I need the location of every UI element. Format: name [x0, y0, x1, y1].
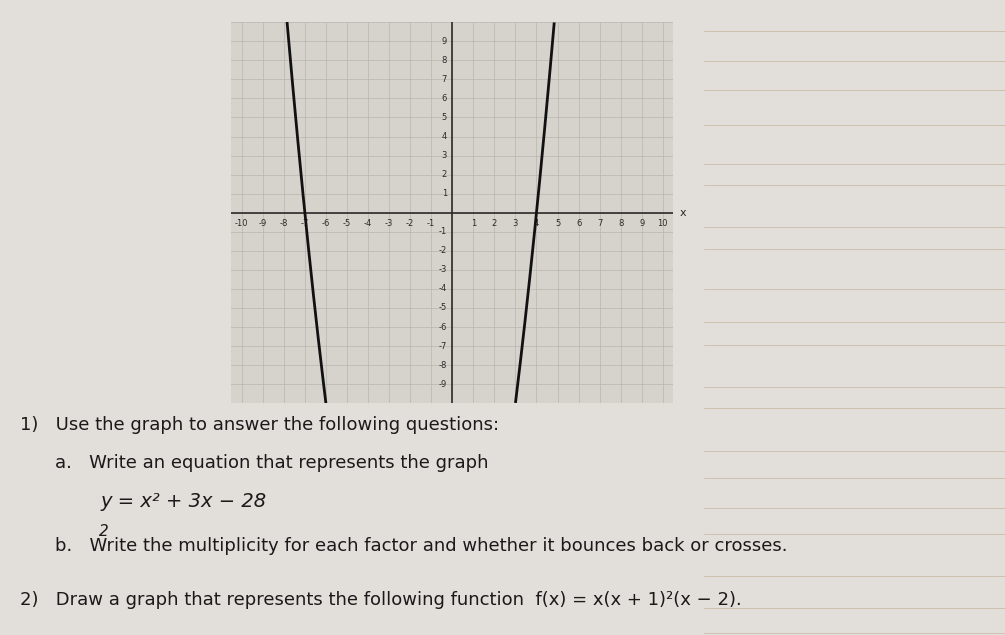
Text: y = x² + 3x − 28: y = x² + 3x − 28 [100, 492, 266, 511]
Text: 2: 2 [442, 170, 447, 179]
Text: -5: -5 [343, 220, 351, 229]
Text: a.   Write an equation that represents the graph: a. Write an equation that represents the… [55, 454, 488, 472]
Text: -9: -9 [439, 380, 447, 389]
Text: -5: -5 [439, 304, 447, 312]
Text: -3: -3 [438, 265, 447, 274]
Text: x: x [679, 208, 686, 218]
Text: 3: 3 [441, 151, 447, 160]
Text: -1: -1 [427, 220, 435, 229]
Text: 5: 5 [555, 220, 560, 229]
Text: -7: -7 [438, 342, 447, 351]
Text: -7: -7 [300, 220, 310, 229]
Text: 10: 10 [657, 220, 668, 229]
Text: -8: -8 [438, 361, 447, 370]
Text: -6: -6 [438, 323, 447, 331]
Text: 2: 2 [98, 524, 109, 539]
Text: 8: 8 [618, 220, 623, 229]
Text: 5: 5 [442, 113, 447, 122]
Text: 9: 9 [639, 220, 644, 229]
Text: -6: -6 [322, 220, 330, 229]
Text: -8: -8 [279, 220, 288, 229]
Text: 6: 6 [576, 220, 581, 229]
Text: 8: 8 [441, 56, 447, 65]
Text: -4: -4 [439, 284, 447, 293]
Text: 2)   Draw a graph that represents the following function  f(x) = x(x + 1)²(x − 2: 2) Draw a graph that represents the foll… [20, 591, 742, 608]
Text: 2: 2 [491, 220, 497, 229]
Text: -1: -1 [439, 227, 447, 236]
Text: 4: 4 [534, 220, 539, 229]
Text: -4: -4 [364, 220, 372, 229]
Text: 7: 7 [441, 75, 447, 84]
Text: 1)   Use the graph to answer the following questions:: 1) Use the graph to answer the following… [20, 416, 499, 434]
Text: -2: -2 [406, 220, 414, 229]
Text: 9: 9 [442, 37, 447, 46]
Text: 1: 1 [470, 220, 476, 229]
Text: -3: -3 [385, 220, 393, 229]
Text: b.   Write the multiplicity for each factor and whether it bounces back or cross: b. Write the multiplicity for each facto… [55, 537, 788, 554]
Text: -9: -9 [258, 220, 267, 229]
Text: 6: 6 [441, 94, 447, 103]
Text: 3: 3 [513, 220, 519, 229]
Text: 1: 1 [442, 189, 447, 198]
Text: -10: -10 [235, 220, 248, 229]
Text: 7: 7 [597, 220, 602, 229]
Text: -2: -2 [439, 246, 447, 255]
Text: 4: 4 [442, 132, 447, 141]
